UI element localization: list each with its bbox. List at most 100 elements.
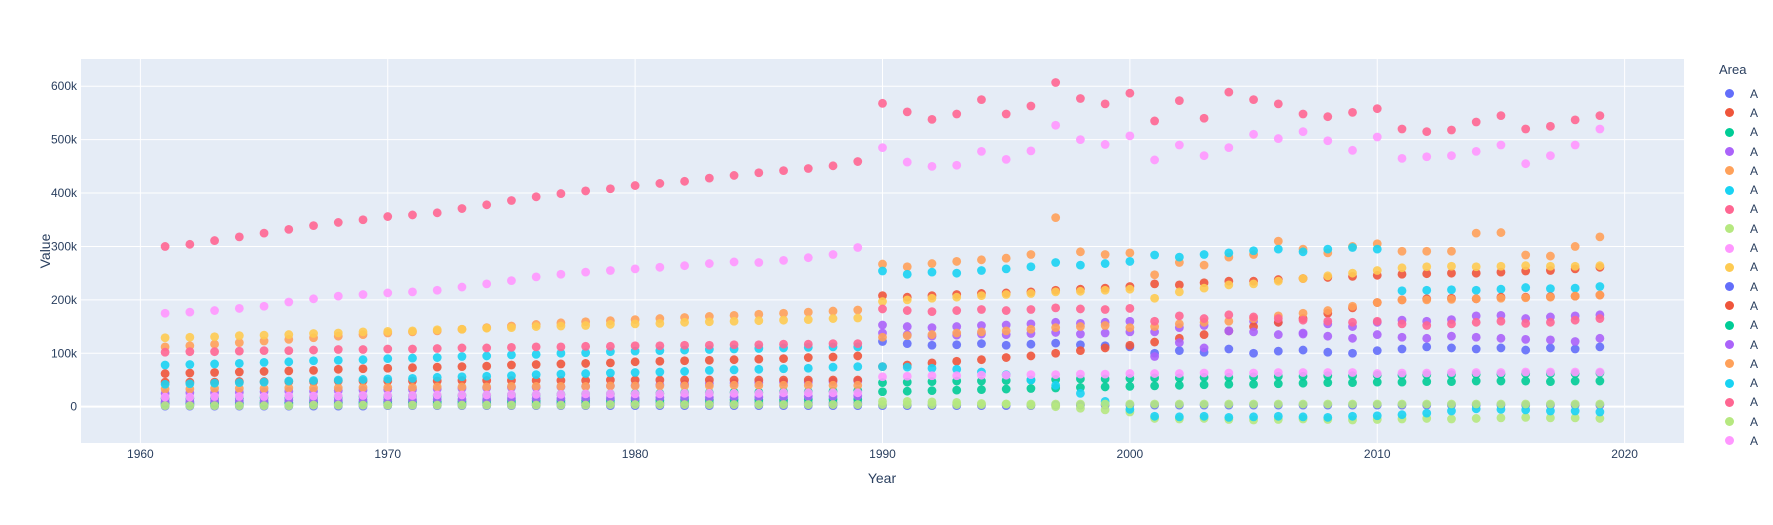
legend-item[interactable]: A [1719, 103, 1773, 122]
scatter-point [1249, 412, 1258, 422]
scatter-point [952, 160, 962, 170]
scatter-point [432, 382, 442, 392]
scatter-point [507, 400, 516, 410]
scatter-point [1174, 140, 1184, 150]
scatter-point [1521, 283, 1531, 292]
scatter-point [1125, 248, 1135, 258]
scatter-point [1076, 304, 1085, 314]
scatter-point [408, 287, 417, 297]
scatter-point [605, 358, 615, 368]
scatter-point [383, 354, 393, 364]
scatter-point [358, 383, 368, 392]
scatter-point [605, 266, 615, 275]
scatter-point [581, 381, 591, 391]
scatter-point [333, 355, 343, 365]
scatter-point [927, 340, 937, 350]
scatter-point [1051, 323, 1061, 333]
scatter-point [729, 340, 739, 350]
scatter-point [1471, 414, 1481, 423]
legend-item[interactable]: A [1719, 354, 1773, 373]
scatter-point [284, 366, 294, 376]
scatter-point [1298, 368, 1308, 377]
legend-marker-icon [1725, 243, 1734, 253]
legend-item[interactable]: A [1719, 180, 1773, 199]
scatter-point [1348, 108, 1357, 117]
legend-item[interactable]: A [1719, 316, 1773, 335]
scatter-point [234, 232, 244, 242]
scatter-point [333, 328, 343, 338]
scatter-point [1323, 347, 1333, 357]
legend-item[interactable]: A [1719, 296, 1773, 315]
legend-item[interactable]: A [1719, 84, 1773, 103]
scatter-point [531, 349, 541, 359]
legend-item[interactable]: A [1719, 238, 1773, 257]
scatter-point [1298, 328, 1308, 338]
scatter-point [383, 391, 393, 400]
scatter-point [457, 382, 467, 392]
scatter-point [1051, 303, 1061, 313]
scatter-point [1521, 293, 1531, 303]
scatter-point [1051, 338, 1061, 348]
scatter-point [828, 388, 838, 398]
scatter-point [803, 164, 813, 173]
scatter-point [457, 362, 467, 372]
legend-item[interactable]: A [1719, 431, 1773, 450]
legend-item[interactable]: A [1719, 277, 1773, 296]
scatter-point [680, 367, 689, 376]
scatter-point [927, 114, 937, 124]
scatter-point [1273, 314, 1283, 323]
scatter-point [1570, 291, 1580, 301]
scatter-point [927, 363, 937, 373]
scatter-point [358, 364, 368, 374]
scatter-point [1125, 284, 1135, 294]
legend-item[interactable]: A [1719, 412, 1773, 431]
scatter-point [1224, 344, 1234, 354]
legend-item[interactable]: A [1719, 258, 1773, 277]
legend-item[interactable]: A [1719, 142, 1773, 161]
scatter-point [1125, 323, 1135, 333]
legend-item[interactable]: A [1719, 373, 1773, 392]
scatter-point [383, 383, 393, 392]
scatter-point [704, 355, 714, 365]
scatter-point [531, 322, 541, 331]
scatter-point [605, 400, 615, 409]
scatter-point [1076, 369, 1085, 379]
legend-item[interactable]: A [1719, 393, 1773, 412]
scatter-point [1323, 316, 1333, 326]
scatter-point [1026, 384, 1036, 393]
scatter-point [358, 327, 368, 337]
legend-item[interactable]: A [1719, 123, 1773, 142]
scatter-point [185, 332, 195, 342]
x-tick-label: 1990 [869, 447, 896, 461]
scatter-point [1199, 330, 1209, 339]
scatter-point [432, 285, 442, 295]
y-tick-label: 400k [51, 186, 78, 200]
scatter-point [185, 368, 195, 378]
scatter-point [803, 307, 813, 317]
scatter-point [432, 344, 442, 353]
scatter-point [1496, 413, 1506, 423]
legend-item[interactable]: A [1719, 200, 1773, 219]
legend-item[interactable]: A [1719, 219, 1773, 238]
legend-item[interactable]: A [1719, 161, 1773, 180]
scatter-point [1298, 308, 1308, 318]
scatter-point [1001, 264, 1011, 274]
scatter-point [853, 313, 863, 323]
scatter-point [1372, 298, 1382, 307]
scatter-point [457, 282, 467, 292]
y-tick-label: 0 [70, 400, 77, 414]
legend-marker-icon [1725, 262, 1734, 272]
scatter-point [1521, 318, 1531, 328]
scatter-point [383, 363, 393, 373]
scatter-point [1249, 327, 1258, 337]
scatter-point [927, 323, 937, 333]
scatter-point [630, 389, 640, 399]
scatter-point [1273, 379, 1283, 389]
scatter-point [333, 375, 343, 385]
scatter-point [1199, 113, 1209, 123]
scatter-point [779, 364, 788, 374]
legend-item[interactable]: A [1719, 335, 1773, 354]
scatter-point [1100, 250, 1110, 259]
scatter-point [1100, 328, 1110, 338]
